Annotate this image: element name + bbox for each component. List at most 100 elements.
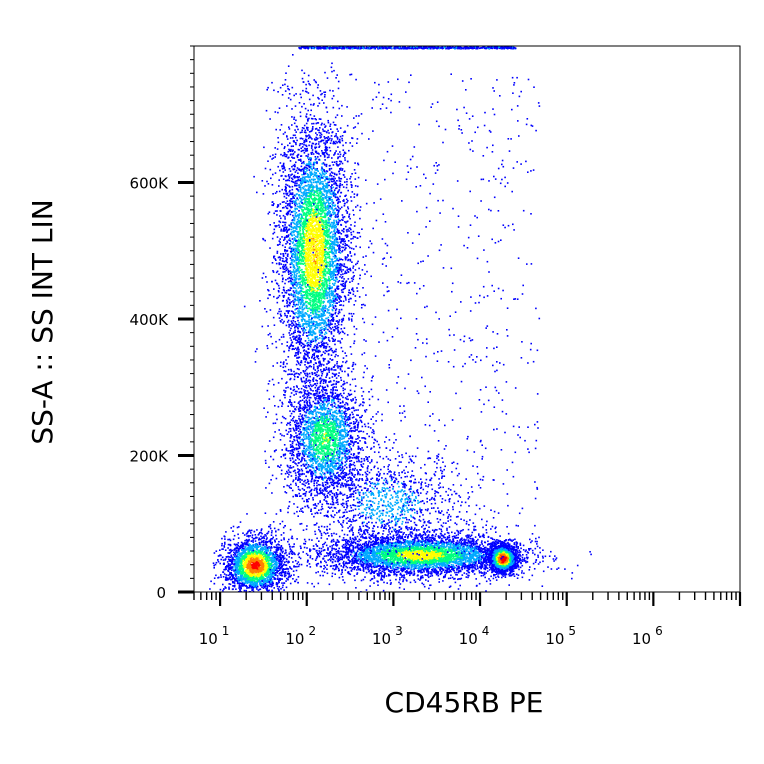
data-point bbox=[319, 334, 321, 336]
data-point bbox=[358, 296, 361, 298]
data-point bbox=[317, 129, 319, 131]
data-point bbox=[298, 362, 300, 365]
data-point bbox=[303, 179, 305, 181]
data-point bbox=[331, 278, 334, 280]
data-point bbox=[294, 354, 297, 356]
data-point bbox=[301, 342, 304, 345]
data-point bbox=[286, 184, 289, 187]
data-point bbox=[341, 168, 344, 170]
data-point bbox=[335, 223, 338, 225]
data-point bbox=[332, 95, 335, 97]
data-point bbox=[322, 351, 325, 353]
data-point bbox=[295, 199, 297, 201]
data-point bbox=[287, 210, 290, 213]
data-point bbox=[316, 134, 318, 136]
data-point bbox=[311, 248, 313, 251]
data-point bbox=[330, 186, 332, 188]
data-point bbox=[308, 407, 311, 409]
data-point bbox=[309, 294, 312, 296]
data-point bbox=[317, 199, 320, 201]
data-point bbox=[321, 319, 324, 321]
data-point bbox=[338, 180, 341, 182]
data-point bbox=[329, 193, 332, 195]
data-point bbox=[300, 250, 303, 252]
data-point bbox=[315, 234, 318, 237]
data-point bbox=[331, 138, 333, 140]
data-point bbox=[294, 313, 296, 316]
data-point bbox=[335, 135, 337, 137]
data-point bbox=[286, 154, 288, 156]
data-point bbox=[311, 322, 313, 324]
data-point bbox=[341, 330, 344, 333]
data-point bbox=[301, 69, 303, 72]
data-point bbox=[308, 194, 311, 197]
data-point bbox=[322, 319, 325, 322]
data-point bbox=[307, 355, 309, 358]
data-point bbox=[302, 170, 305, 172]
data-point bbox=[298, 271, 300, 273]
data-point bbox=[305, 176, 307, 178]
data-point bbox=[314, 206, 317, 208]
data-point bbox=[316, 365, 319, 368]
data-point bbox=[331, 192, 334, 195]
data-point bbox=[323, 338, 325, 340]
data-point bbox=[309, 141, 311, 143]
data-point bbox=[281, 188, 283, 191]
data-point bbox=[339, 168, 341, 170]
data-point bbox=[304, 90, 307, 93]
data-point bbox=[314, 315, 317, 317]
data-point bbox=[322, 382, 325, 384]
data-point bbox=[334, 295, 337, 298]
data-point bbox=[331, 251, 334, 253]
data-point bbox=[337, 331, 339, 333]
data-point bbox=[297, 236, 299, 238]
data-point bbox=[321, 232, 323, 234]
data-point bbox=[303, 355, 305, 357]
data-point bbox=[319, 236, 322, 238]
data-point bbox=[344, 422, 347, 424]
data-point bbox=[315, 118, 317, 121]
data-point bbox=[338, 257, 341, 259]
data-point bbox=[305, 366, 308, 368]
data-point bbox=[324, 223, 326, 226]
data-point bbox=[301, 129, 303, 132]
data-point bbox=[308, 214, 311, 217]
data-point bbox=[305, 253, 307, 255]
data-point bbox=[319, 322, 321, 324]
data-point bbox=[299, 282, 301, 284]
data-point bbox=[333, 183, 335, 185]
data-point bbox=[334, 274, 337, 276]
data-point bbox=[335, 280, 337, 283]
data-point bbox=[343, 238, 346, 240]
data-point bbox=[322, 279, 324, 282]
data-point bbox=[298, 168, 301, 170]
data-point bbox=[352, 276, 355, 278]
data-point bbox=[303, 180, 306, 183]
data-point bbox=[324, 143, 327, 146]
data-point bbox=[351, 173, 353, 175]
data-point bbox=[334, 288, 337, 291]
data-point bbox=[327, 219, 329, 221]
data-point bbox=[284, 229, 286, 231]
data-point bbox=[306, 176, 308, 178]
data-point bbox=[301, 143, 303, 145]
data-point bbox=[323, 329, 326, 331]
data-point bbox=[284, 146, 286, 148]
data-point bbox=[338, 301, 340, 303]
data-point bbox=[331, 242, 333, 244]
data-point bbox=[319, 272, 321, 275]
data-point bbox=[291, 278, 294, 281]
data-point bbox=[339, 252, 342, 254]
data-point bbox=[286, 341, 289, 343]
data-point bbox=[324, 214, 327, 217]
data-point bbox=[289, 205, 292, 208]
data-point bbox=[324, 358, 326, 360]
data-point bbox=[318, 141, 320, 143]
data-point bbox=[295, 339, 297, 341]
data-point bbox=[326, 279, 329, 282]
data-point bbox=[327, 309, 330, 311]
data-point bbox=[286, 135, 288, 137]
data-point bbox=[354, 378, 356, 380]
data-point bbox=[314, 229, 316, 232]
data-point bbox=[285, 310, 288, 312]
